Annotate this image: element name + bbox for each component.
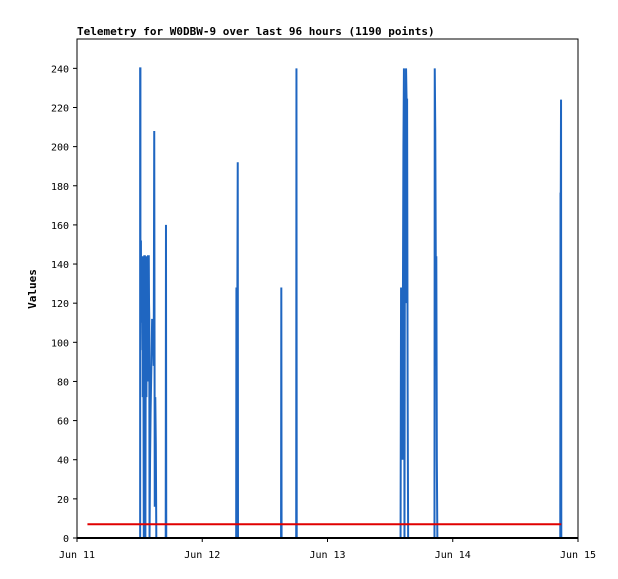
x-ticks: Jun 11 Jun 12 Jun 13 Jun 14 Jun 15: [59, 538, 596, 561]
y-tick-label: 160: [51, 221, 69, 232]
y-tick-label: 120: [51, 299, 69, 310]
x-tick-label: Jun 11: [59, 550, 95, 561]
y-tick-label: 60: [57, 417, 69, 428]
x-tick-label: Jun 13: [309, 550, 345, 561]
y-tick-label: 220: [51, 103, 69, 114]
y-tick-label: 0: [63, 534, 69, 545]
y-ticks: 0 20 40 60 80 100 120 140 160 180 200 220 240: [51, 64, 77, 545]
y-tick-label: 80: [57, 377, 69, 388]
chart-title: Telemetry for W0DBW-9 over last 96 hours…: [77, 25, 435, 38]
y-tick-label: 20: [57, 495, 69, 506]
y-tick-label: 200: [51, 143, 69, 154]
x-tick-label: Jun 12: [184, 550, 220, 561]
y-axis-label: Values: [26, 269, 39, 309]
x-tick-label: Jun 14: [435, 550, 471, 561]
x-tick-label: Jun 15: [560, 550, 596, 561]
y-tick-label: 240: [51, 64, 69, 75]
y-tick-label: 140: [51, 260, 69, 271]
y-tick-label: 40: [57, 456, 69, 467]
y-tick-label: 100: [51, 338, 69, 349]
plot-frame: [76, 38, 579, 539]
y-tick-label: 180: [51, 182, 69, 193]
